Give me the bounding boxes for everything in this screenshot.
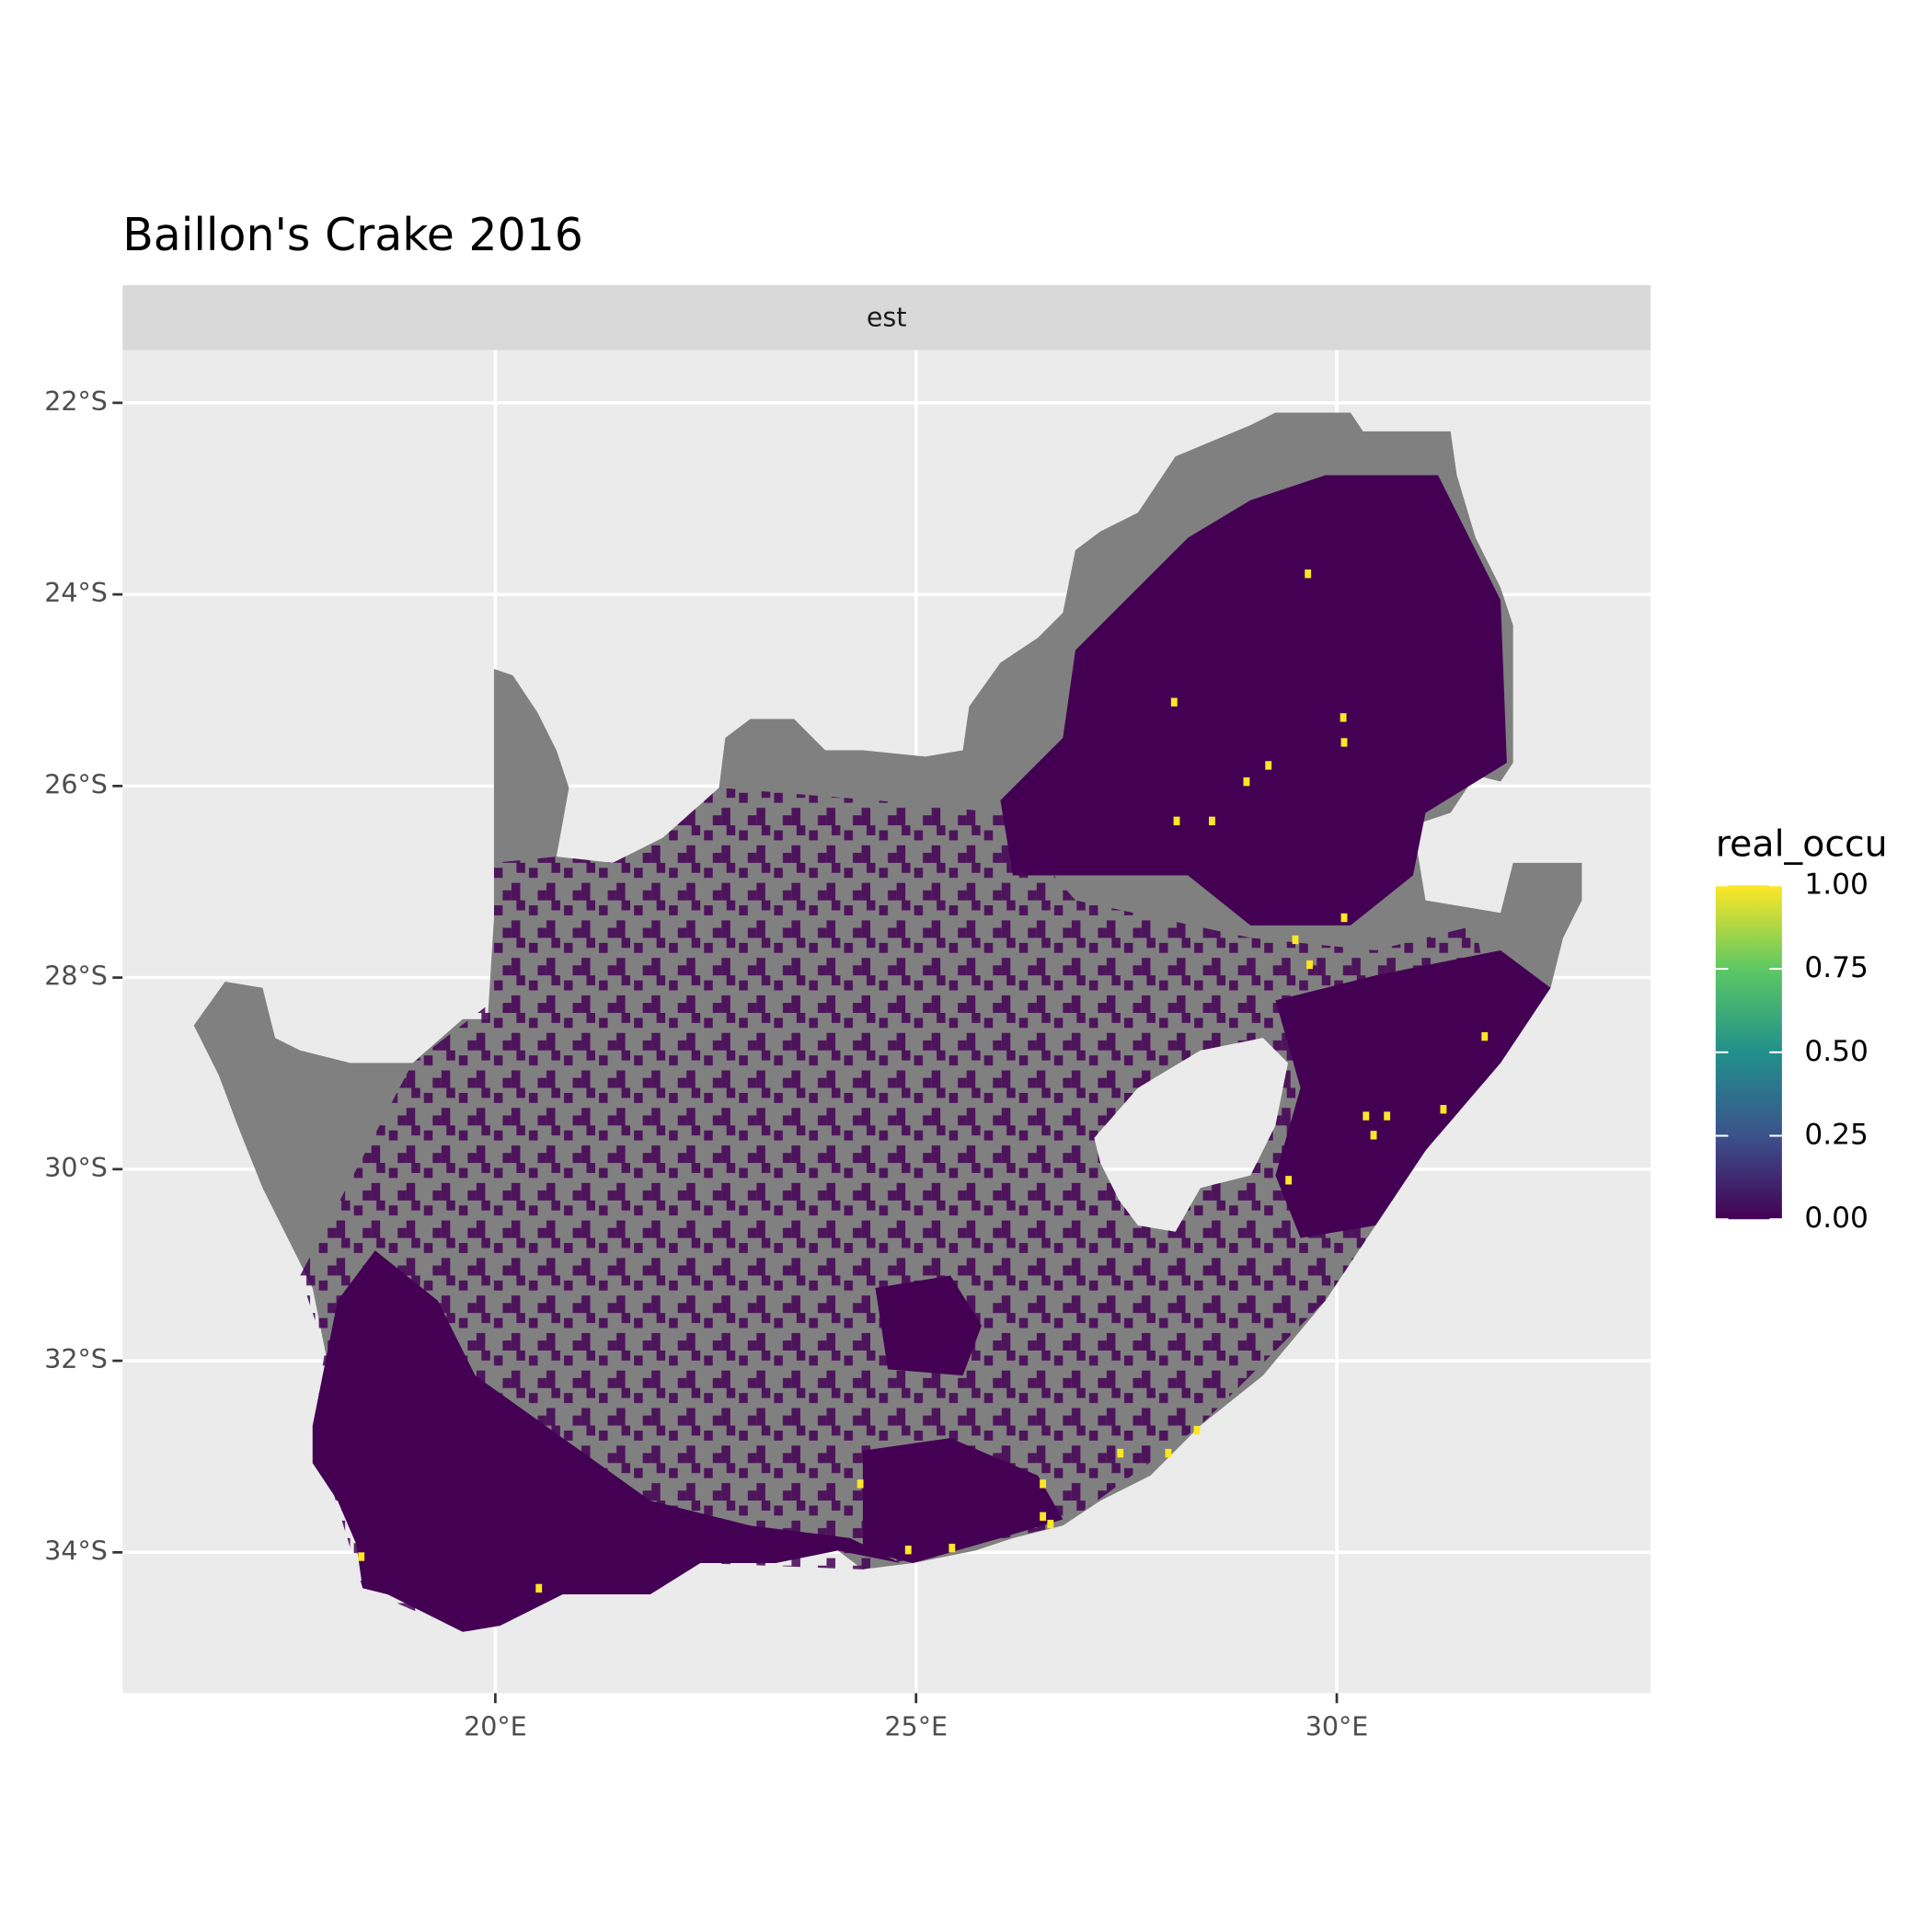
occurrence-cell (1306, 960, 1313, 970)
occurrence-cell (1384, 1111, 1391, 1121)
occurrence-cell (1481, 1031, 1489, 1041)
occurrence-cell (1370, 1131, 1377, 1140)
legend: real_occu 0.00 0.25 0.50 0.75 1.00 (1715, 823, 1888, 1235)
occurrence-cell (1040, 1512, 1047, 1521)
land-mixed (300, 788, 1501, 1632)
occurrence-cell (1285, 1176, 1293, 1185)
occurrence-cell (358, 1552, 365, 1561)
colorbar-label: 1.00 (1804, 868, 1869, 901)
occurrence-cell (1170, 697, 1178, 707)
y-tick-label: 32°S (44, 1344, 108, 1374)
legend-title: real_occu (1716, 823, 1888, 866)
occurrence-cell (1265, 761, 1272, 770)
facet-strip (122, 284, 1651, 351)
occurrence-cell (1040, 1479, 1047, 1489)
occurrence-cell (1292, 935, 1299, 945)
occurrence-cell (1173, 816, 1180, 826)
land (193, 412, 1582, 1632)
occurrence-cell (1340, 738, 1348, 747)
axes: 20°E 25°E 30°E 22°S 24°S 26°S 28°S 30°S 32°S 34°S (44, 386, 1368, 1742)
colorbar-label: 0.25 (1804, 1119, 1869, 1152)
occurrence-cell (1340, 913, 1348, 923)
y-tick-label: 30°S (44, 1153, 108, 1183)
colorbar-label: 0.00 (1804, 1202, 1869, 1235)
occurrence-cell (904, 1546, 912, 1555)
land-zero (312, 475, 1551, 1632)
occurrence-cell (1047, 1519, 1054, 1529)
x-tick-label: 25°E (884, 1711, 948, 1742)
occurrence-cell (857, 1479, 864, 1489)
y-tick-label: 24°S (44, 578, 108, 608)
occurrence-cell (1193, 1425, 1201, 1435)
occurrence-cell (1208, 816, 1215, 826)
y-tick-label: 22°S (44, 386, 108, 417)
x-tick-label: 30°E (1305, 1711, 1369, 1742)
y-tick-label: 34°S (44, 1535, 108, 1566)
colorbar-label: 0.75 (1804, 951, 1869, 984)
occurrence-cell (1440, 1105, 1447, 1114)
occurrence-cell (1340, 713, 1347, 722)
occurrence-cell (1305, 569, 1312, 579)
chart-title: Baillon's Crake 2016 (122, 209, 583, 261)
x-tick-label: 20°E (464, 1711, 527, 1742)
occurrence-cell (535, 1583, 543, 1593)
y-tick-label: 28°S (44, 961, 108, 992)
colorbar-label: 0.50 (1804, 1035, 1869, 1068)
y-tick-label: 26°S (44, 769, 108, 799)
occurrence-cell (949, 1543, 956, 1553)
occurrence-cell (1117, 1448, 1124, 1458)
occurrence-cell (1165, 1448, 1172, 1458)
occurrence-cells (358, 569, 1489, 1593)
facet-label: est (867, 303, 907, 333)
occurrence-cell (1363, 1111, 1370, 1121)
occurrence-cell (1243, 776, 1250, 787)
